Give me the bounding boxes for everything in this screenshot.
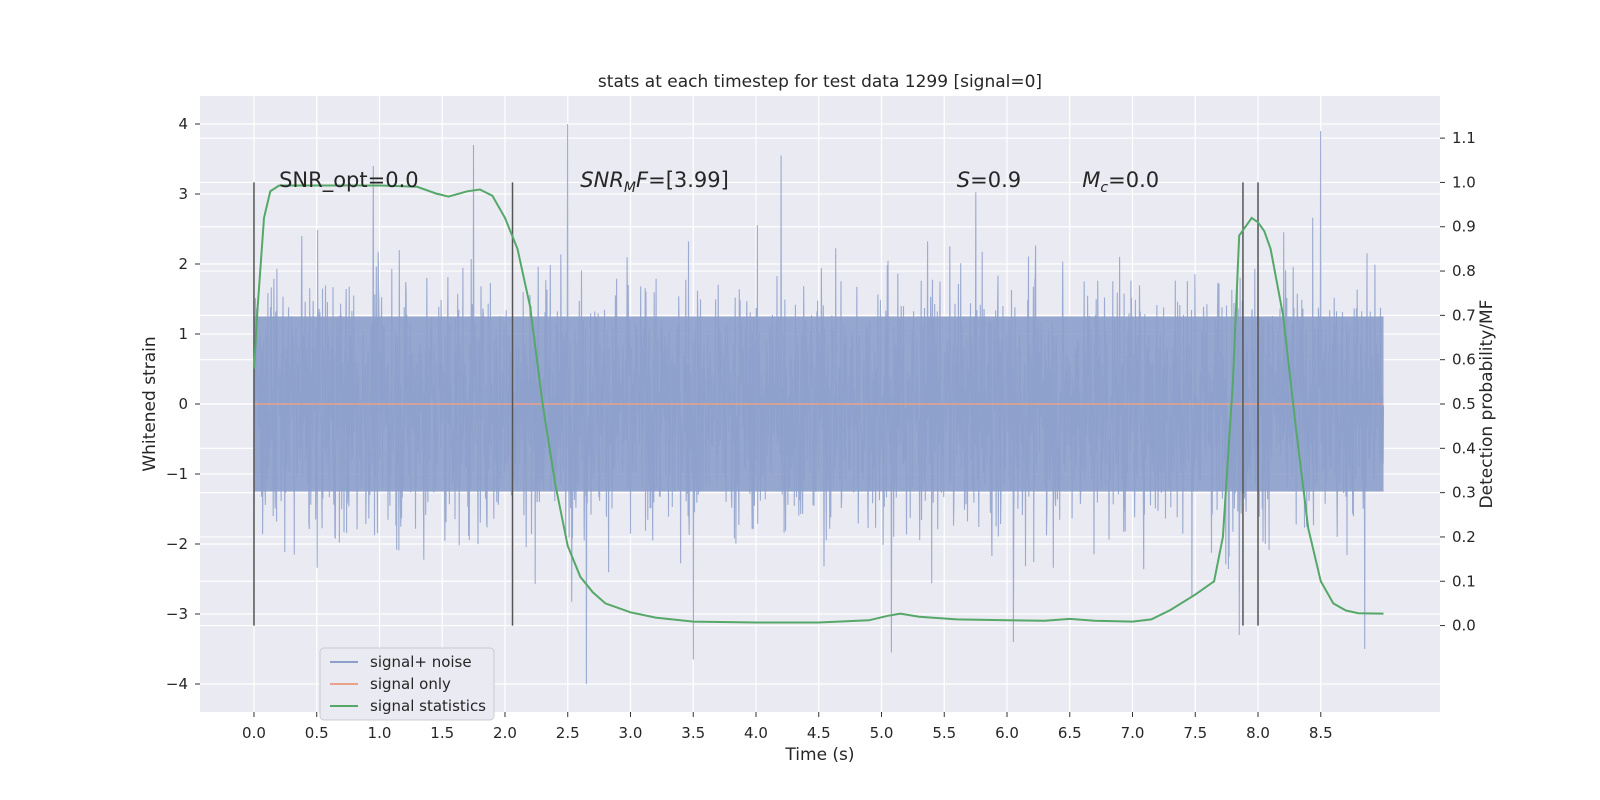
y-axis-label-left: Whitened strain [140,336,160,471]
statistics-line [253,184,1384,624]
vertical-markers [253,182,1259,626]
left-tick-label-8: 4 [178,115,188,133]
legend-label-noise: signal+ noise [370,653,472,671]
x-tick-label-1: 0.5 [305,724,329,742]
left-tick-label-4: 0 [178,395,188,413]
x-tick-label-5: 2.5 [556,724,580,742]
right-tick-label-0: 0.0 [1452,617,1476,635]
x-tick-label-14: 7.0 [1121,724,1145,742]
left-tick-label-3: −1 [166,465,188,483]
right-tick-label-4: 0.4 [1452,439,1476,457]
x-tick-label-3: 1.5 [430,724,454,742]
annotation-3: Mc=0.0 [1082,168,1159,196]
x-axis-label: Time (s) [784,745,854,765]
right-tick-label-10: 1.0 [1452,173,1476,191]
x-tick-label-11: 5.5 [932,724,956,742]
right-axis-ticks: 0.0 0.1 0.2 0.3 0.4 0.5 0.6 0.7 0.8 0.9 1.0 1.1 [1440,129,1476,635]
legend-box [319,647,495,721]
y-axis-label-right: Detection probability/MF [1477,300,1497,509]
x-tick-label-4: 2.0 [493,724,517,742]
right-tick-label-11: 1.1 [1452,129,1476,147]
x-tick-label-12: 6.0 [995,724,1019,742]
right-tick-label-9: 0.9 [1452,218,1476,236]
x-tick-label-8: 4.0 [744,724,768,742]
left-axis-ticks: −4 −3 −2 −1 0 1 2 3 4 [166,115,200,693]
x-tick-label-2: 1.0 [368,724,392,742]
x-tick-label-0: 0.0 [242,724,266,742]
legend: signal+ noise signal only signal statist… [319,647,495,721]
x-tick-label-13: 6.5 [1058,724,1082,742]
right-tick-label-6: 0.6 [1452,351,1476,369]
left-tick-label-2: −2 [166,535,188,553]
x-tick-label-7: 3.5 [681,724,705,742]
x-tick-label-9: 4.5 [807,724,831,742]
x-tick-label-6: 3.0 [619,724,643,742]
right-tick-label-3: 0.3 [1452,484,1476,502]
noise-line [253,123,1385,685]
right-tick-label-2: 0.2 [1452,528,1476,546]
left-tick-label-5: 1 [178,325,188,343]
legend-label-statistics: signal statistics [370,697,486,715]
legend-label-signal-only: signal only [370,675,451,693]
x-tick-label-15: 7.5 [1183,724,1207,742]
left-tick-label-1: −3 [166,605,188,623]
x-tick-label-10: 5.0 [870,724,894,742]
right-tick-label-7: 0.7 [1452,306,1476,324]
annotation-1: SNRMF=[3.99] [580,168,729,196]
annotations: SNR_opt=0.0 SNRMF=[3.99] S=0.9 Mc=0.0 [279,168,1159,196]
right-tick-label-8: 0.8 [1452,262,1476,280]
left-tick-label-6: 2 [178,255,188,273]
x-axis-ticks: 0.0 0.5 1.0 1.5 2.0 2.5 3.0 3.5 4.0 4.5 5.0 5.5 6.0 6… [242,712,1333,742]
x-tick-label-17: 8.5 [1309,724,1333,742]
signal-statistics-series [253,184,1384,624]
annotation-0: SNR_opt=0.0 [279,168,419,193]
right-tick-label-1: 0.1 [1452,572,1476,590]
annotation-2: S=0.9 [957,168,1021,192]
x-tick-label-16: 8.0 [1246,724,1270,742]
right-tick-label-5: 0.5 [1452,395,1476,413]
left-tick-label-0: −4 [166,675,188,693]
chart-title: stats at each timestep for test data 129… [598,72,1042,92]
left-tick-label-7: 3 [178,185,188,203]
